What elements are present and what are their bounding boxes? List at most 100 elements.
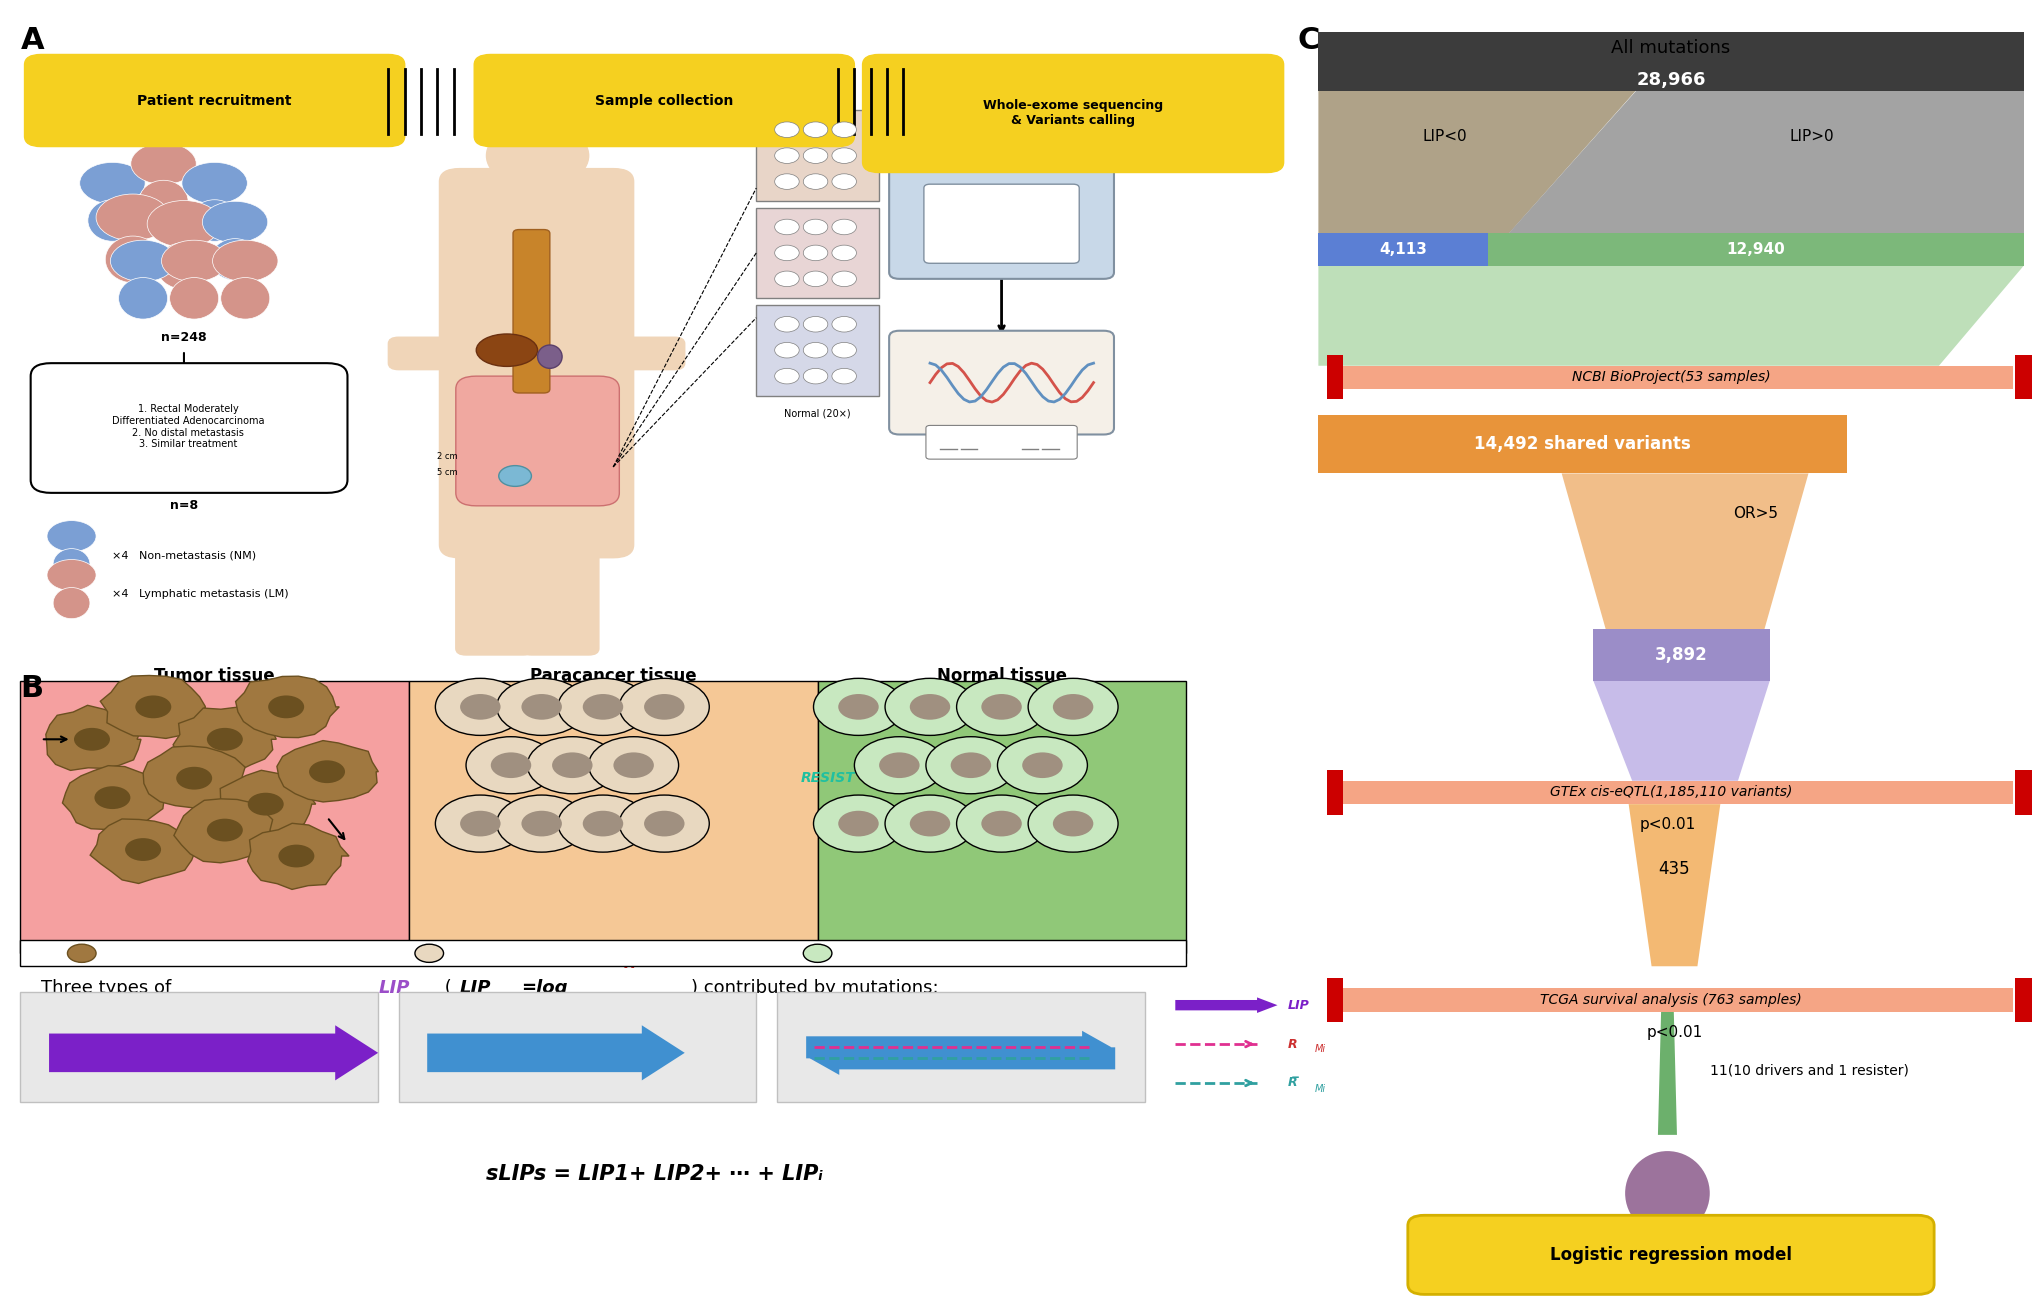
Bar bbox=[1329, 781, 2013, 804]
Ellipse shape bbox=[211, 239, 260, 280]
Text: 435: 435 bbox=[1658, 860, 1690, 878]
Circle shape bbox=[94, 786, 131, 809]
Circle shape bbox=[814, 678, 903, 735]
Text: n=8: n=8 bbox=[170, 499, 198, 512]
Polygon shape bbox=[1629, 804, 1721, 966]
Text: Mi: Mi bbox=[1314, 1084, 1325, 1095]
FancyBboxPatch shape bbox=[863, 54, 1284, 173]
Circle shape bbox=[775, 122, 799, 137]
Text: B: B bbox=[20, 674, 43, 703]
Circle shape bbox=[910, 694, 950, 720]
Ellipse shape bbox=[155, 243, 213, 289]
FancyBboxPatch shape bbox=[889, 162, 1114, 279]
Circle shape bbox=[521, 694, 562, 720]
Bar bbox=[777, 992, 1145, 1102]
Circle shape bbox=[613, 752, 654, 778]
Text: n=248: n=248 bbox=[161, 331, 206, 344]
Polygon shape bbox=[90, 818, 196, 883]
Text: Three types of: Three types of bbox=[41, 979, 178, 997]
Circle shape bbox=[838, 811, 879, 837]
Circle shape bbox=[957, 795, 1047, 852]
Polygon shape bbox=[100, 676, 206, 738]
Ellipse shape bbox=[476, 335, 538, 367]
Text: (: ( bbox=[439, 979, 452, 997]
FancyBboxPatch shape bbox=[388, 337, 470, 370]
Circle shape bbox=[832, 245, 856, 261]
Text: LIP<0: LIP<0 bbox=[1423, 128, 1468, 144]
Text: R: R bbox=[623, 956, 636, 971]
Bar bbox=[1329, 988, 2013, 1012]
Circle shape bbox=[1028, 678, 1118, 735]
Circle shape bbox=[1053, 694, 1094, 720]
Bar bbox=[20, 681, 409, 953]
Text: 28,966: 28,966 bbox=[1635, 71, 1707, 89]
Ellipse shape bbox=[53, 549, 90, 580]
Circle shape bbox=[110, 240, 176, 281]
Text: 11(10 drivers and 1 resister): 11(10 drivers and 1 resister) bbox=[1709, 1064, 1909, 1077]
Ellipse shape bbox=[190, 200, 239, 241]
Circle shape bbox=[832, 271, 856, 287]
Text: NCBI BioProject(53 samples): NCBI BioProject(53 samples) bbox=[1572, 371, 1770, 384]
Circle shape bbox=[125, 838, 161, 861]
Polygon shape bbox=[174, 707, 276, 772]
FancyBboxPatch shape bbox=[474, 54, 854, 147]
Text: sLIPs = LIP1+ LIP2+ ⋯ + LIPᵢ: sLIPs = LIP1+ LIP2+ ⋯ + LIPᵢ bbox=[486, 1163, 822, 1184]
FancyArrow shape bbox=[805, 1031, 1112, 1064]
Circle shape bbox=[497, 795, 587, 852]
Circle shape bbox=[268, 695, 305, 719]
Bar bbox=[20, 992, 378, 1102]
FancyArrow shape bbox=[1175, 997, 1278, 1013]
Ellipse shape bbox=[88, 200, 137, 241]
Text: Patient recruitment: Patient recruitment bbox=[137, 93, 292, 108]
Text: C: C bbox=[1298, 26, 1320, 54]
Circle shape bbox=[67, 944, 96, 962]
Text: Tumor cell: Tumor cell bbox=[106, 948, 164, 958]
Circle shape bbox=[497, 678, 587, 735]
Circle shape bbox=[206, 728, 243, 751]
Circle shape bbox=[838, 694, 879, 720]
Circle shape bbox=[885, 678, 975, 735]
Text: 2 cm: 2 cm bbox=[437, 453, 458, 460]
Circle shape bbox=[926, 737, 1016, 794]
Circle shape bbox=[775, 148, 799, 163]
Text: M₁, M₂, ..., M in DNA: M₁, M₂, ..., M in DNA bbox=[961, 409, 1042, 418]
Circle shape bbox=[47, 559, 96, 590]
Bar bbox=[2015, 978, 2032, 1022]
Circle shape bbox=[619, 678, 709, 735]
Bar bbox=[1318, 32, 2024, 91]
Text: A: A bbox=[20, 26, 45, 54]
Circle shape bbox=[309, 760, 345, 783]
Text: LIP: LIP bbox=[378, 979, 409, 997]
Circle shape bbox=[147, 201, 221, 248]
Text: Normal (20×): Normal (20×) bbox=[785, 409, 850, 419]
Bar bbox=[1594, 629, 1770, 681]
Circle shape bbox=[879, 752, 920, 778]
Circle shape bbox=[775, 219, 799, 235]
Text: LIP2(Weak power): LIP2(Weak power) bbox=[433, 1008, 562, 1021]
Circle shape bbox=[981, 811, 1022, 837]
FancyBboxPatch shape bbox=[31, 363, 347, 493]
FancyBboxPatch shape bbox=[924, 184, 1079, 263]
FancyBboxPatch shape bbox=[456, 376, 619, 506]
Ellipse shape bbox=[221, 278, 270, 319]
Circle shape bbox=[803, 271, 828, 287]
Text: Mi: Mi bbox=[1314, 1044, 1325, 1054]
Polygon shape bbox=[1318, 266, 2024, 366]
Bar bbox=[756, 208, 879, 298]
Circle shape bbox=[213, 240, 278, 281]
Bar bbox=[399, 992, 756, 1102]
Circle shape bbox=[131, 143, 196, 184]
Circle shape bbox=[415, 944, 444, 962]
Circle shape bbox=[775, 174, 799, 189]
Circle shape bbox=[803, 174, 828, 189]
Circle shape bbox=[1053, 811, 1094, 837]
Text: All mutations: All mutations bbox=[1611, 39, 1731, 57]
Circle shape bbox=[491, 752, 531, 778]
Text: LIP: LIP bbox=[1288, 999, 1310, 1012]
Circle shape bbox=[435, 678, 525, 735]
Ellipse shape bbox=[53, 588, 90, 619]
Text: Mi: Mi bbox=[650, 999, 662, 1009]
Circle shape bbox=[854, 737, 944, 794]
Circle shape bbox=[803, 316, 828, 332]
Circle shape bbox=[981, 694, 1022, 720]
